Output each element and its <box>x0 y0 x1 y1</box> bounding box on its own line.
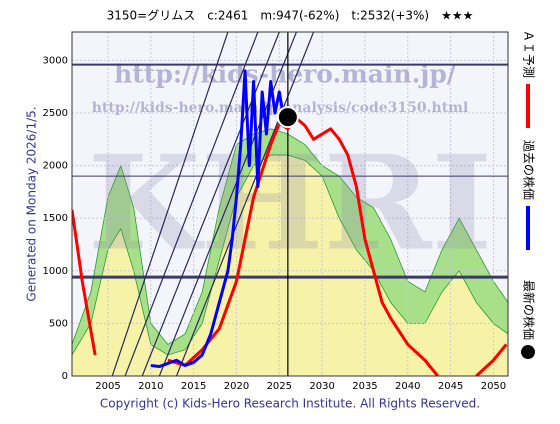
x-tick-label: 2015 <box>181 381 206 392</box>
side-note: Generated on Monday 2026/1/5. <box>25 106 39 301</box>
legend-label: ＡＩ予測 <box>522 30 536 78</box>
legend-label: 過去の株価 <box>522 140 537 200</box>
y-tick-label: 1000 <box>43 266 68 277</box>
y-tick-label: 2500 <box>43 108 68 119</box>
y-tick-label: 2000 <box>43 161 68 172</box>
legend-label: 最新の株価 <box>522 280 537 340</box>
x-tick-label: 2050 <box>481 381 506 392</box>
x-tick-label: 2045 <box>438 381 463 392</box>
legend-swatch <box>521 345 535 360</box>
trend-line <box>111 32 229 376</box>
y-tick-label: 0 <box>62 371 68 382</box>
chart-title: 3150=グリムス c:2461 m:947(-62%) t:2532(+3%)… <box>107 9 474 23</box>
trend-line <box>124 32 259 376</box>
x-tick-label: 2010 <box>138 381 163 392</box>
y-tick-label: 1500 <box>43 213 68 224</box>
series-line <box>150 69 286 369</box>
x-tick-label: 2040 <box>395 381 420 392</box>
x-tick-label: 2030 <box>309 381 334 392</box>
x-tick-label: 2025 <box>267 381 292 392</box>
y-tick-label: 3000 <box>43 55 68 66</box>
watermark: http://kids-hero.main.jp/analysis/code31… <box>92 100 469 116</box>
x-tick-label: 2020 <box>224 381 249 392</box>
plot: KHRIhttp://kids-hero.main.jp/http://kids… <box>72 32 508 376</box>
plot-frame <box>71 31 509 377</box>
trend-line <box>141 32 280 376</box>
y-tick-label: 500 <box>49 318 68 329</box>
watermark: KHRI <box>88 127 493 280</box>
trend-line <box>175 32 315 376</box>
series-line <box>72 116 508 376</box>
x-tick-label: 2035 <box>352 381 377 392</box>
footer: Copyright (c) Kids-Hero Research Institu… <box>100 397 480 411</box>
trend-line <box>158 32 297 376</box>
x-tick-label: 2005 <box>95 381 120 392</box>
latest-point <box>276 106 299 129</box>
